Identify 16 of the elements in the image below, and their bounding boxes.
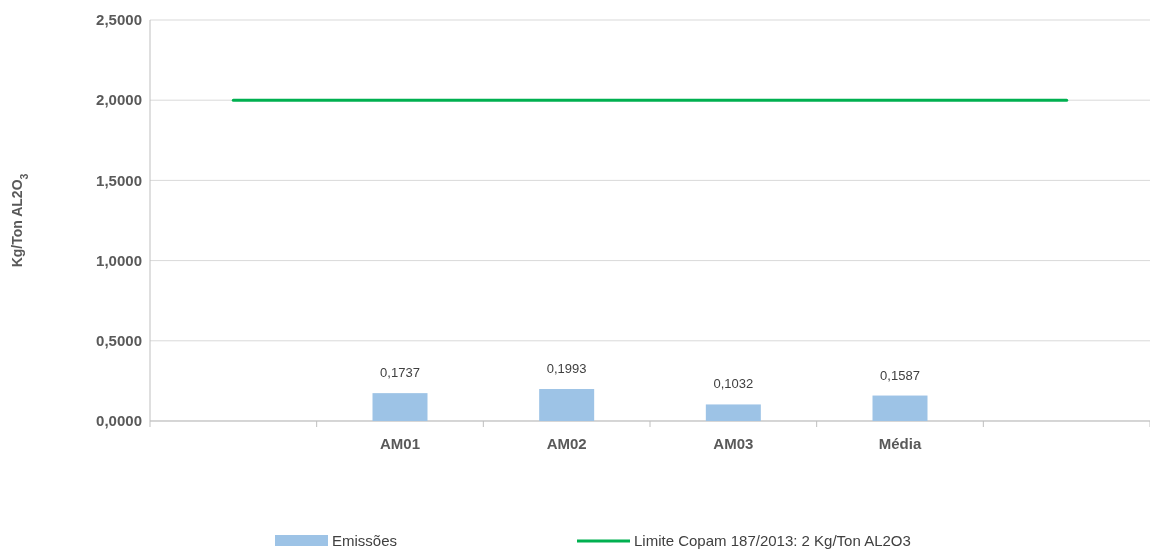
y-tick-label: 0,5000 [96,332,142,350]
data-label: 0,1737 [380,365,420,381]
y-tick-label: 1,0000 [96,251,142,269]
y-tick-label: 1,5000 [96,171,142,189]
legend-label: Emissões [332,532,398,550]
legend-label: Limite Copam 187/2013: 2 Kg/Ton AL2O3 [634,532,911,550]
x-tick-label: AM02 [546,435,587,452]
y-tick-label: 0,0000 [96,412,142,430]
x-tick-label: AM03 [713,435,754,452]
y-tick-label: 2,0000 [96,91,142,109]
x-tick-label: Média [878,435,922,452]
y-tick-label: 2,5000 [96,11,142,29]
data-label: 0,1993 [546,361,587,377]
x-tick-label: AM01 [379,435,421,452]
data-label: 0,1032 [713,376,754,392]
data-label: 0,1587 [880,367,920,383]
